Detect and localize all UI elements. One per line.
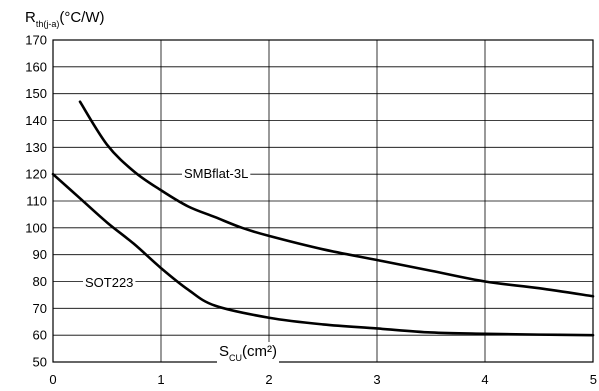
x-tick-label: 4 xyxy=(481,372,488,387)
label-background xyxy=(83,274,136,291)
y-tick-label: 70 xyxy=(33,301,47,316)
y-tick-label: 140 xyxy=(25,113,47,128)
label-background xyxy=(182,165,251,182)
x-axis-title-sub: CU xyxy=(229,353,242,363)
grid xyxy=(52,39,594,363)
x-tick-label: 5 xyxy=(590,372,597,387)
series-label-smbflat-3l: SMBflat-3L xyxy=(184,166,248,181)
series-label-sot223: SOT223 xyxy=(85,275,133,290)
y-tick-label: 110 xyxy=(26,194,47,209)
y-tick-label: 60 xyxy=(33,328,47,343)
y-tick-label: 120 xyxy=(25,167,47,182)
tick-labels: 50 60 70 80 90 100 110 120 130 140 150 160 170 0 1 2 3 4 5 xyxy=(25,33,597,388)
smbflat-3l-curve xyxy=(78,100,595,298)
sot223-curve xyxy=(51,172,595,337)
y-tick-label: 170 xyxy=(25,33,47,48)
y-axis-title: Rth(j-a)(°C/W) xyxy=(25,9,105,29)
x-axis-title-main: S xyxy=(219,343,229,360)
x-tick-label: 3 xyxy=(373,372,380,387)
curves xyxy=(51,100,595,337)
x-tick-label: 0 xyxy=(49,372,56,387)
y-tick-label: 50 xyxy=(33,355,47,370)
y-tick-label: 90 xyxy=(33,247,47,262)
x-tick-label: 1 xyxy=(157,372,164,387)
x-axis-title-unit: (cm²) xyxy=(242,343,277,360)
y-axis-title-main: R xyxy=(25,9,36,26)
x-axis-title: SCU(cm²) xyxy=(219,343,277,363)
y-tick-label: 100 xyxy=(25,220,47,235)
y-axis-title-sub: th(j-a) xyxy=(36,19,60,29)
plot-frame xyxy=(52,39,594,363)
y-tick-label: 160 xyxy=(25,59,47,74)
x-title-background xyxy=(217,342,280,364)
y-tick-label: 80 xyxy=(33,274,47,289)
y-tick-label: 130 xyxy=(25,140,47,155)
y-axis-title-unit: (°C/W) xyxy=(59,9,104,26)
y-tick-label: 150 xyxy=(25,86,47,101)
x-tick-label: 2 xyxy=(265,372,272,387)
